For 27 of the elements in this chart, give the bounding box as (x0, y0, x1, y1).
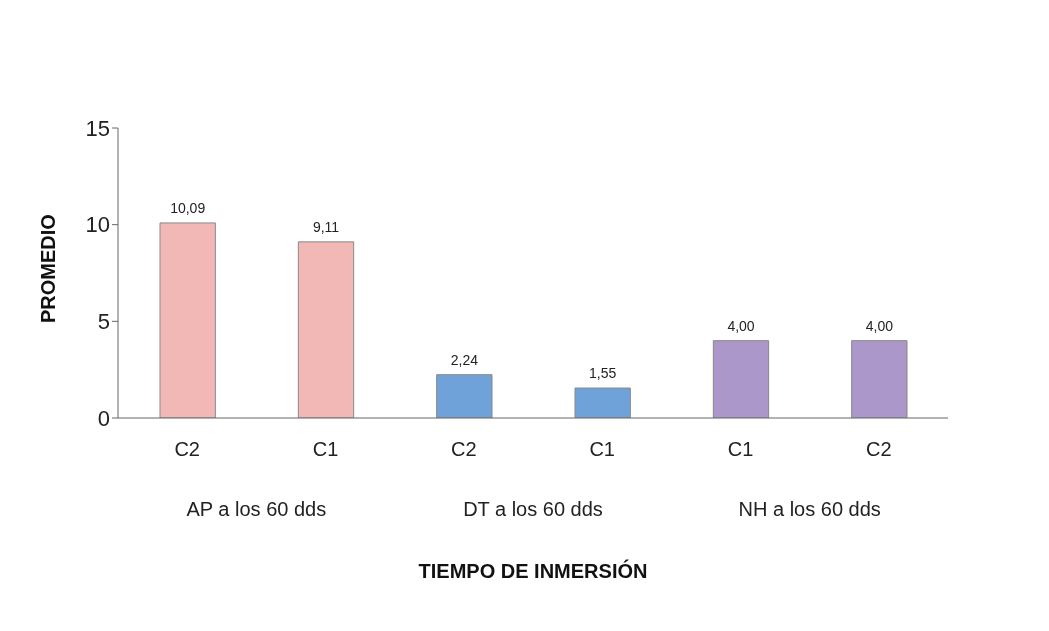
bar (574, 387, 631, 418)
x-tick-label: C2 (451, 438, 477, 460)
data-label: 2,24 (450, 351, 479, 368)
bar (851, 340, 908, 418)
y-tick-label: 0 (97, 405, 110, 431)
y-tick-label: 15 (85, 115, 110, 141)
text: AP a los 60 dds (186, 498, 327, 520)
y-axis-title: PROMEDIO (37, 214, 60, 323)
x-tick-label: C1 (727, 438, 754, 460)
data-label: 4,00 (727, 317, 755, 334)
x-tick-label: C2 (174, 438, 200, 460)
data-label: 4,00 (865, 317, 894, 334)
x-tick-label: C2 (866, 438, 892, 460)
bar (436, 374, 493, 418)
text: DT a los 60 dds (463, 498, 603, 520)
bar (297, 241, 355, 418)
x-axis-title: TIEMPO DE INMERSIÓN (418, 559, 648, 582)
bar (159, 222, 216, 418)
text: NH a los 60 dds (738, 498, 881, 520)
data-label: 9,11 (312, 218, 340, 235)
data-label: 10,09 (170, 199, 206, 216)
x-tick-label: C1 (312, 438, 339, 460)
bar (712, 340, 770, 418)
y-tick-label: 5 (97, 309, 110, 335)
data-label: 1,55 (589, 365, 617, 382)
x-tick-label: C1 (589, 438, 615, 460)
y-tick-label: 10 (85, 212, 110, 238)
